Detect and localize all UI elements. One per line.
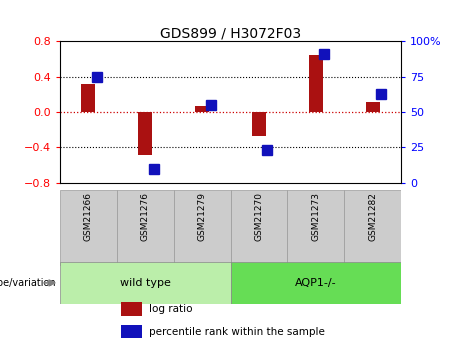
Bar — [287, 190, 344, 266]
Bar — [344, 190, 401, 266]
Text: GSM21276: GSM21276 — [141, 192, 150, 241]
Bar — [121, 302, 142, 316]
Title: GDS899 / H3072F03: GDS899 / H3072F03 — [160, 26, 301, 40]
Text: GSM21282: GSM21282 — [368, 192, 377, 241]
Text: GSM21266: GSM21266 — [84, 192, 93, 241]
Bar — [366, 101, 380, 112]
Bar — [230, 262, 401, 304]
Bar — [117, 190, 174, 266]
Bar — [60, 190, 117, 266]
Text: log ratio: log ratio — [148, 304, 192, 314]
Bar — [309, 55, 323, 112]
Text: percentile rank within the sample: percentile rank within the sample — [148, 327, 325, 336]
Text: AQP1-/-: AQP1-/- — [295, 278, 337, 288]
Text: GSM21270: GSM21270 — [254, 192, 263, 241]
Bar — [230, 190, 287, 266]
Text: wild type: wild type — [120, 278, 171, 288]
Bar — [81, 84, 95, 112]
Bar — [60, 262, 230, 304]
Text: genotype/variation: genotype/variation — [0, 278, 57, 288]
Bar — [195, 106, 209, 112]
Bar — [121, 325, 142, 338]
Bar — [174, 190, 230, 266]
Text: GSM21273: GSM21273 — [311, 192, 320, 241]
Text: GSM21279: GSM21279 — [198, 192, 207, 241]
Bar — [252, 112, 266, 136]
Bar — [138, 112, 152, 155]
